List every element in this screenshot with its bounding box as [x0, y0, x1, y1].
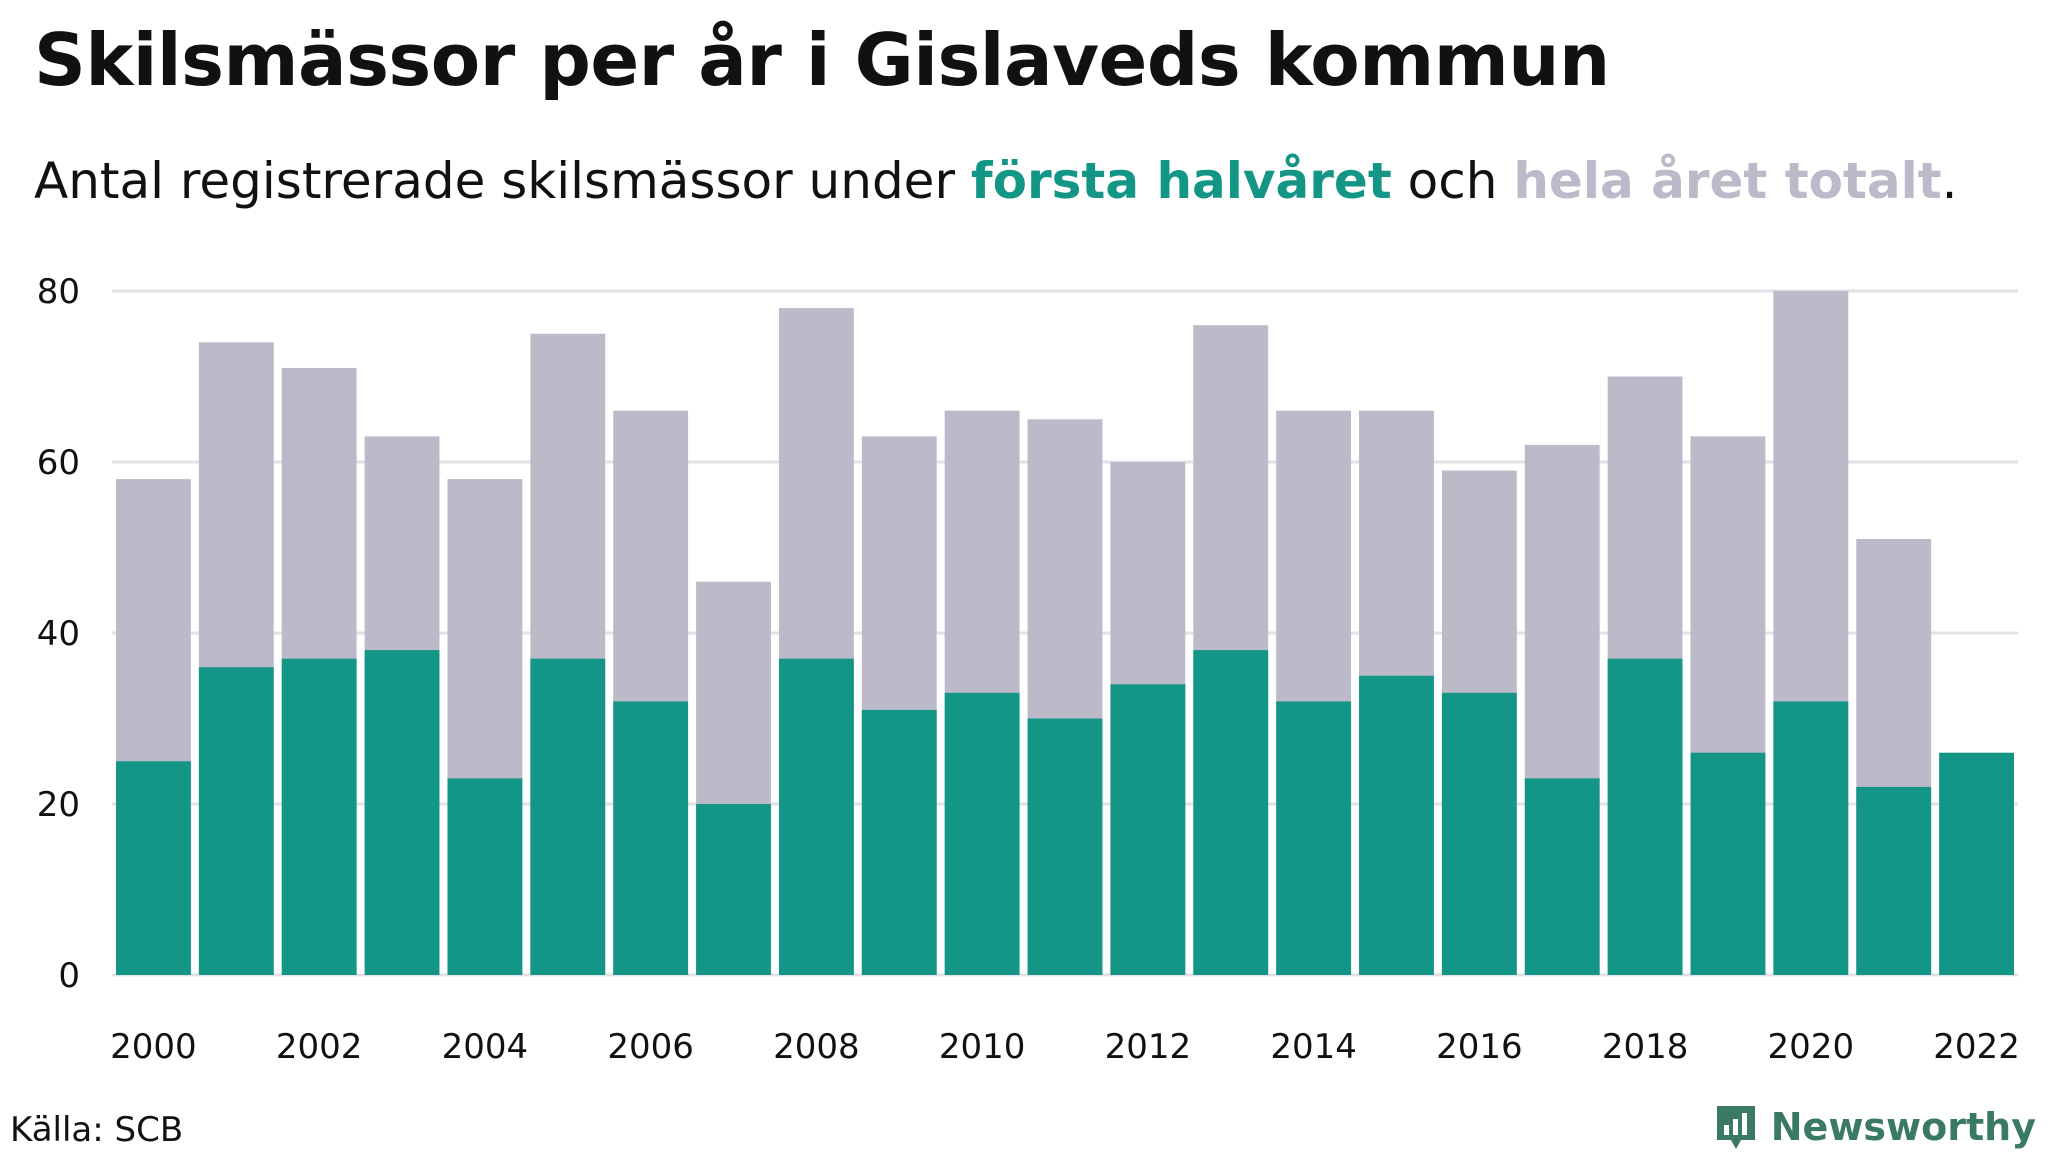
x-tick-label-2018: 2018	[1602, 1027, 1689, 1067]
bar-first-half-2009	[861, 709, 937, 975]
bar-first-half-2017	[1524, 778, 1600, 975]
bar-first-half-2013	[1193, 650, 1269, 975]
x-tick-label-2000: 2000	[110, 1027, 197, 1067]
bar-first-half-2002	[281, 658, 357, 975]
bar-first-half-2001	[198, 667, 274, 975]
bar-first-half-2021	[1856, 786, 1932, 975]
bar-first-half-2008	[778, 658, 854, 975]
subtitle-suffix: .	[1941, 152, 1958, 210]
x-tick-label-2006: 2006	[607, 1027, 694, 1067]
y-tick-label-80: 80	[37, 272, 80, 312]
bar-first-half-2007	[696, 804, 771, 975]
y-tick-label-20: 20	[37, 785, 80, 825]
chart-subtitle: Antal registrerade skilsmässor under för…	[34, 152, 1958, 210]
y-tick-label-60: 60	[37, 443, 80, 483]
y-tick-label-0: 0	[58, 956, 80, 996]
x-tick-label-2022: 2022	[1933, 1027, 2020, 1067]
x-tick-label-2016: 2016	[1436, 1027, 1523, 1067]
bar-first-half-2019	[1690, 752, 1766, 975]
bar-first-half-2014	[1276, 701, 1352, 975]
x-tick-label-2004: 2004	[442, 1027, 529, 1067]
bar-first-half-2005	[530, 658, 606, 975]
x-tick-label-2008: 2008	[773, 1027, 860, 1067]
bar-chart: 0 20 40 60 80 2000 2002 2004 2006 2008 2010 2012 201…	[37, 272, 2020, 1067]
x-tick-label-2020: 2020	[1768, 1027, 1855, 1067]
subtitle-mid: och	[1391, 152, 1514, 210]
x-tick-label-2014: 2014	[1270, 1027, 1357, 1067]
bar-first-half-2016	[1441, 692, 1517, 975]
bar-first-half-2020	[1773, 701, 1849, 975]
x-tick-label-2002: 2002	[276, 1027, 363, 1067]
bar-first-half-2015	[1359, 675, 1434, 975]
bar-first-half-2006	[613, 701, 689, 975]
bar-first-half-2010	[944, 692, 1020, 975]
bar-first-half-2022	[1939, 752, 2014, 975]
brand: Newsworthy	[1713, 1102, 2036, 1152]
newsworthy-logo-icon	[1716, 1106, 1755, 1149]
bar-first-half-2000	[116, 761, 191, 975]
source-note: Källa: SCB	[10, 1110, 184, 1150]
chart-title: Skilsmässor per år i Gislaveds kommun	[34, 18, 1610, 102]
y-tick-label-40: 40	[37, 614, 80, 654]
legend-first-half: första halvåret	[970, 152, 1392, 210]
bar-first-half-2004	[447, 778, 523, 975]
bar-first-half-2012	[1110, 684, 1186, 975]
subtitle-prefix: Antal registrerade skilsmässor under	[34, 152, 971, 210]
bar-first-half-2003	[364, 650, 440, 975]
x-tick-label-2012: 2012	[1105, 1027, 1192, 1067]
brand-name: Newsworthy	[1770, 1105, 2036, 1149]
legend-full-year: hela året totalt	[1513, 152, 1942, 210]
bar-first-half-2018	[1607, 658, 1683, 975]
x-tick-label-2010: 2010	[939, 1027, 1026, 1067]
bar-first-half-2011	[1027, 718, 1103, 975]
